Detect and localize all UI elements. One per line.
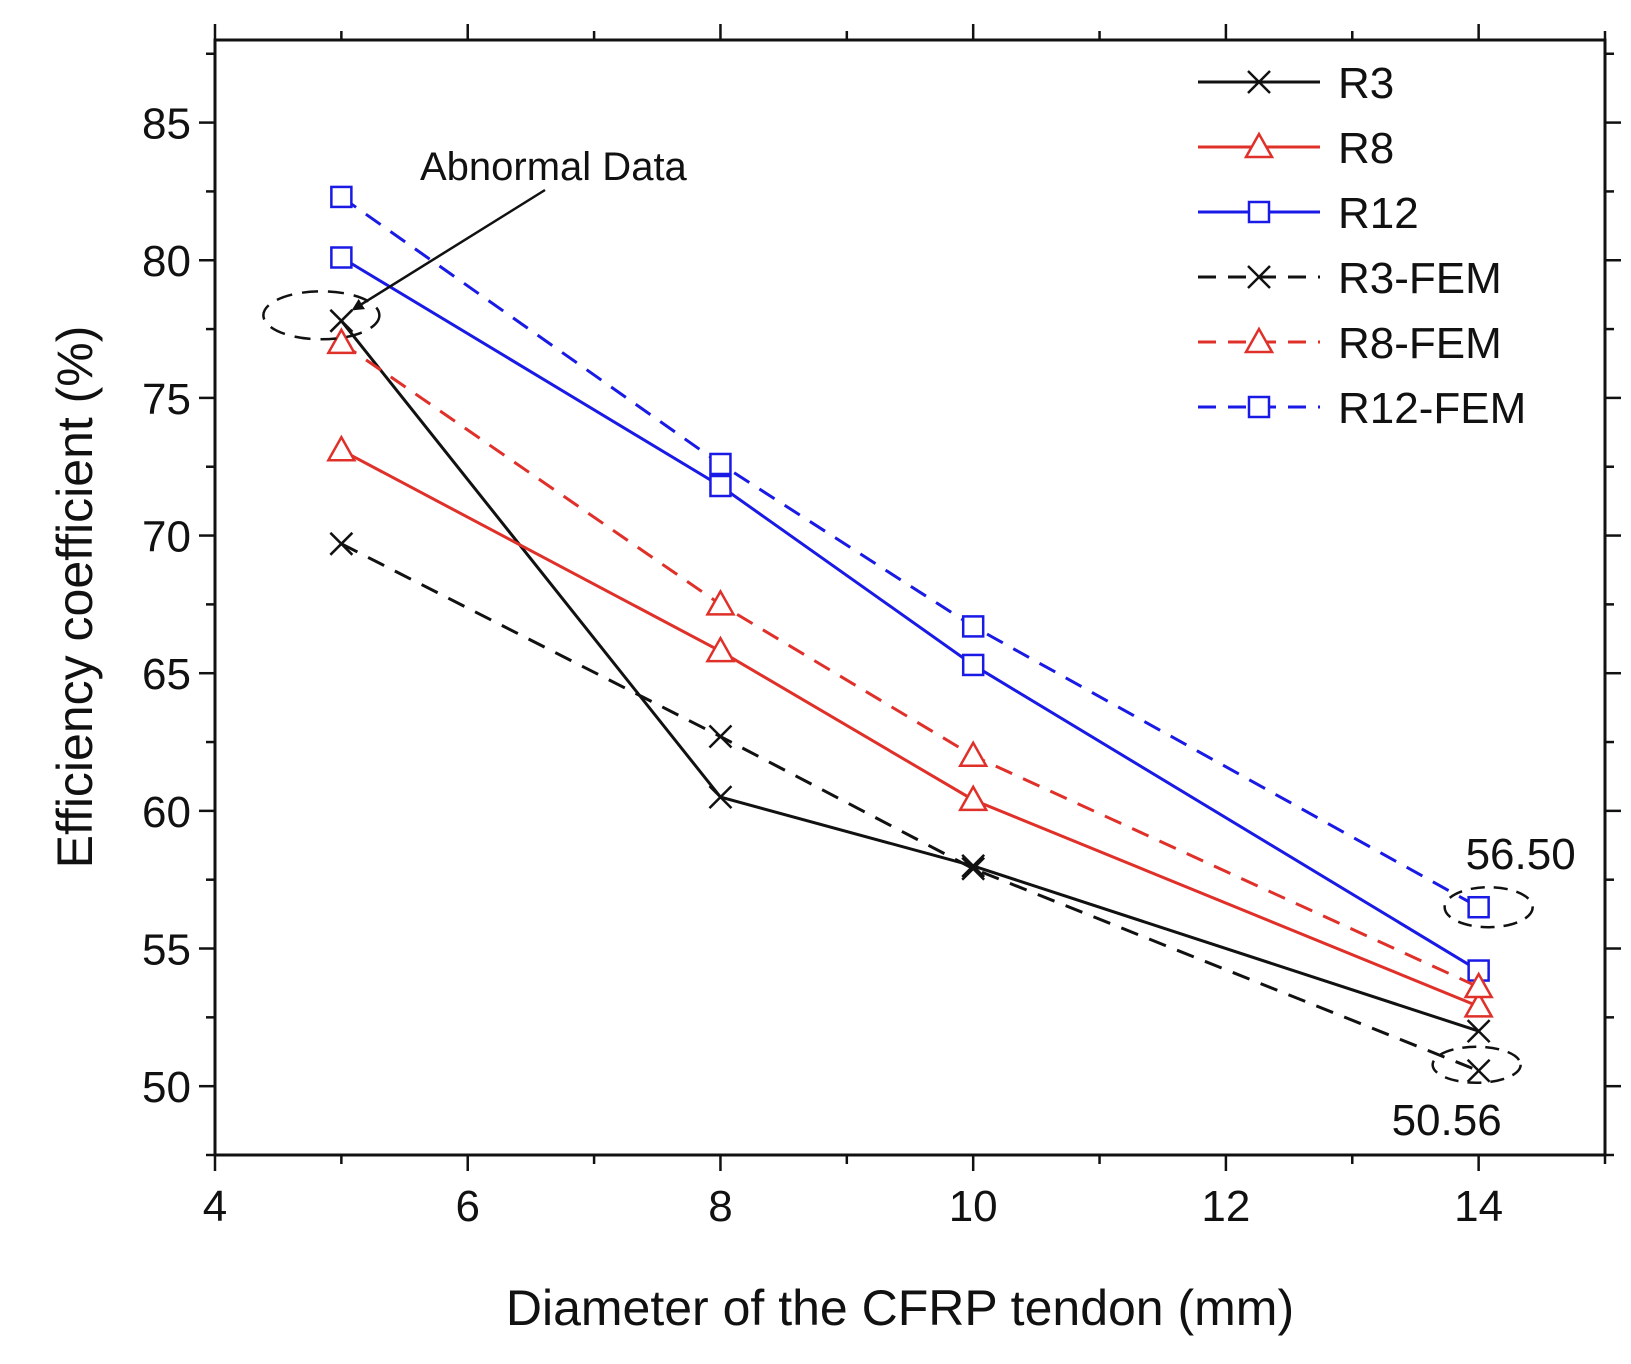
marker-stroke [329,308,354,333]
x-tick-label: 8 [708,1182,732,1231]
y-tick-label: 55 [142,926,191,975]
legend-marker [1247,265,1271,289]
legend-marker [1247,200,1271,224]
marker-stroke [961,856,986,881]
y-tick-label: 65 [142,650,191,699]
r3-fem-end-ellipse [1431,1045,1522,1085]
legend-label: R12 [1338,189,1419,238]
data-point-r3-fem [961,856,986,881]
series-line-r3-fem [340,542,1480,1073]
abnormal-data-label: Abnormal Data [420,145,688,189]
data-point-r3-fem [1466,1058,1491,1083]
data-point-r3-fem [329,531,354,556]
r12-fem-end-value-label: 56.50 [1466,830,1576,879]
series-line-r12-fem [340,195,1480,909]
y-tick-label: 75 [142,375,191,424]
marker-stroke [708,785,733,809]
marker-stroke [1466,1058,1491,1083]
y-tick-label: 50 [142,1063,191,1112]
data-point-r12-fem [961,615,985,638]
y-axis-title: Efficiency coefficient (%) [47,326,103,869]
y-tick-label: 60 [142,788,191,837]
series-line-r12 [340,256,1480,972]
r3-fem-end-value-label: 50.56 [1392,1096,1502,1145]
data-point-r3 [1466,1019,1491,1043]
data-point-r8-fem [326,327,357,355]
data-point-r12 [709,474,732,498]
x-tick-label: 6 [455,1182,479,1231]
data-point-r8-fem [1463,971,1494,999]
series-line-r3 [340,319,1480,1033]
data-point-r3 [329,308,354,333]
x-axis-title: Diameter of the CFRP tendon (mm) [506,1280,1294,1336]
marker-stroke [1247,265,1271,289]
data-point-r12-fem [1467,895,1490,919]
data-point-r12-fem [330,185,353,209]
legend-label: R3-FEM [1338,254,1502,303]
marker-stroke [1466,1019,1491,1043]
data-point-r12 [330,246,353,269]
series-line-r8 [340,448,1480,1008]
legend-item-r3: R3 [1198,59,1394,108]
data-point-r8 [1463,990,1494,1018]
data-point-r3-fem [708,724,733,749]
legend-item-r12-fem: R12-FEM [1198,384,1526,433]
x-tick-label: 14 [1454,1182,1503,1231]
legend-marker [1243,326,1275,354]
x-tick-label: 10 [949,1182,998,1231]
legend-label: R12-FEM [1338,384,1526,433]
y-tick-label: 85 [142,100,191,149]
data-point-r8 [326,434,357,462]
abnormal-data-arrow [351,188,546,311]
y-tick-label: 80 [142,237,191,286]
data-point-r12 [961,653,985,677]
y-tick-label: 70 [142,513,191,562]
legend-item-r8-fem: R8-FEM [1198,319,1502,368]
x-tick-label: 4 [203,1182,227,1231]
legend-item-r3-fem: R3-FEM [1198,254,1502,303]
series-line-r8-fem [340,341,1480,989]
data-point-r12-fem [709,452,732,476]
data-point-r3 [961,854,986,878]
marker-stroke [708,724,733,749]
legend-label: R8 [1338,124,1394,173]
legend-item-r8: R8 [1198,124,1394,173]
data-point-r8 [958,784,989,812]
plot-frame [213,38,1607,1157]
marker-stroke [961,854,986,878]
legend-marker [1243,131,1275,159]
data-point-r8 [705,635,736,663]
legend-marker [1247,395,1271,419]
legend-item-r12: R12 [1198,189,1419,238]
x-tick-label: 12 [1201,1182,1250,1231]
legend-label: R8-FEM [1338,319,1502,368]
data-point-r8-fem [705,588,736,616]
data-point-r3 [708,785,733,809]
marker-stroke [1247,70,1271,94]
r12-fem-end-ellipse [1443,885,1534,929]
abnormal-data-ellipse [262,290,381,341]
data-point-r8-fem [958,740,989,768]
legend-marker [1247,70,1271,94]
marker-stroke [329,531,354,556]
legend-label: R3 [1338,59,1394,108]
